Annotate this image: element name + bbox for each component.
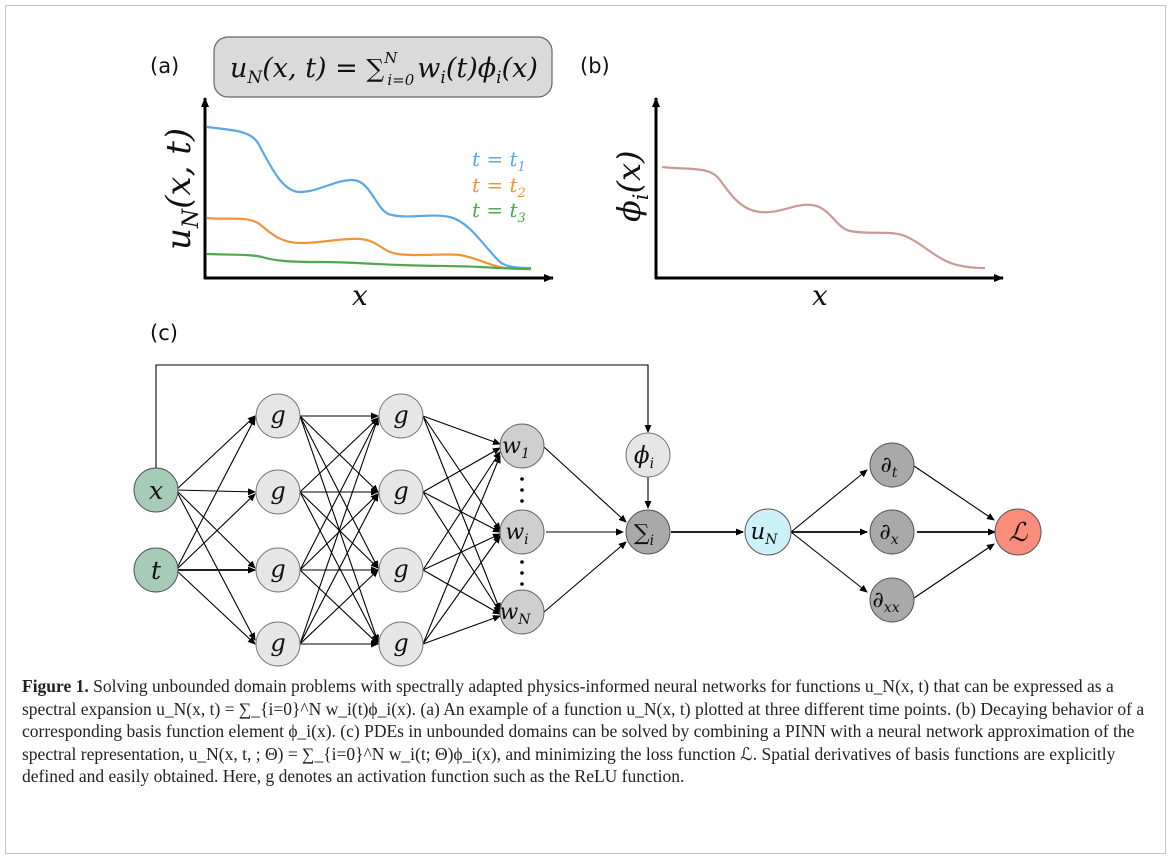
weight-ellipsis-lower: [520, 560, 524, 586]
node-hidden-2-1: g: [378, 393, 424, 439]
node-deriv-xx: ∂xx: [869, 577, 915, 623]
node-hidden-1-4: g: [255, 621, 301, 667]
panel-a-curve-t1: [206, 125, 532, 270]
svg-text:g: g: [270, 477, 285, 505]
svg-text:g: g: [270, 555, 285, 583]
panel-a-formula: uN(x, t) = ∑N i=0 wi(t)ϕi(x): [230, 49, 538, 89]
panel-a-label: (a): [150, 54, 179, 78]
svg-text:∂x: ∂x: [879, 520, 898, 548]
node-hidden-1-2: g: [255, 469, 301, 515]
node-weight-n: wN: [499, 589, 545, 635]
node-deriv-x: ∂x: [869, 509, 915, 555]
svg-text:g: g: [393, 401, 408, 429]
svg-text:g: g: [393, 477, 408, 505]
svg-text:wi: wi: [505, 520, 528, 548]
panel-c: (c): [133, 321, 1042, 667]
node-hidden-1-1: g: [255, 393, 301, 439]
panel-a-y-label: uN(x, t): [159, 128, 204, 250]
node-basis-phi: ϕi: [625, 432, 671, 478]
node-weight-i: wi: [499, 509, 545, 555]
panel-c-label: (c): [150, 321, 178, 345]
panel-a: (a) uN(x, t) = ∑N i=0 wi(t)ϕi(x) uN(x, t) …: [150, 36, 554, 312]
node-hidden-2-4: g: [378, 621, 424, 667]
svg-text:wN: wN: [499, 600, 531, 628]
weight-ellipsis-upper: [520, 477, 524, 503]
node-deriv-t: ∂t: [869, 442, 915, 488]
panel-b: (b) ϕi(x) x: [580, 54, 1004, 312]
svg-text:∂t: ∂t: [880, 453, 897, 481]
svg-text:g: g: [270, 629, 285, 657]
svg-text:ϕi: ϕi: [634, 443, 654, 472]
caption-label: Figure 1.: [22, 676, 89, 696]
svg-text:x: x: [149, 476, 163, 505]
node-weight-1: w1: [499, 423, 545, 469]
network-nodes: x t g g g g: [133, 393, 1042, 667]
figure-frame: [5, 5, 1166, 854]
figure-caption: Figure 1. Solving unbounded domain probl…: [22, 675, 1157, 788]
caption-text: Solving unbounded domain problems with s…: [22, 676, 1145, 786]
node-hidden-2-3: g: [378, 547, 424, 593]
svg-text:w1: w1: [502, 434, 530, 462]
panel-b-basis-curve: [661, 165, 986, 270]
svg-text:g: g: [270, 401, 285, 429]
figure-graphic: (a) uN(x, t) = ∑N i=0 wi(t)ϕi(x) uN(x, t) …: [133, 36, 1042, 667]
svg-text:g: g: [393, 555, 408, 583]
node-hidden-1-3: g: [255, 547, 301, 593]
panel-b-label: (b): [580, 54, 610, 78]
svg-text:∑i: ∑i: [634, 521, 654, 549]
panel-a-curve-t3: [206, 252, 532, 271]
panel-a-formula-box: uN(x, t) = ∑N i=0 wi(t)ϕi(x): [213, 36, 553, 98]
svg-text:∂xx: ∂xx: [872, 588, 899, 616]
node-sum: ∑i: [625, 509, 671, 555]
node-input-x: x: [133, 467, 179, 513]
svg-text:uN: uN: [750, 519, 778, 548]
panel-a-legend-t3: t = t3: [472, 198, 526, 226]
node-hidden-2-2: g: [378, 469, 424, 515]
svg-text:g: g: [393, 629, 408, 657]
panel-b-y-label: ϕi(x): [610, 150, 653, 222]
panel-a-legend-t1: t = t1: [472, 147, 526, 175]
node-loss: ℒ: [994, 508, 1042, 556]
svg-text:t: t: [151, 556, 162, 585]
panel-a-legend-t2: t = t2: [472, 173, 526, 201]
node-input-t: t: [133, 547, 179, 593]
node-output-u: uN: [744, 508, 792, 556]
edge-x-to-phi: [155, 364, 652, 468]
network-edges: [155, 364, 996, 648]
panel-a-x-label: x: [352, 279, 368, 312]
panel-b-x-label: x: [812, 279, 828, 312]
svg-text:ℒ: ℒ: [1009, 518, 1029, 548]
